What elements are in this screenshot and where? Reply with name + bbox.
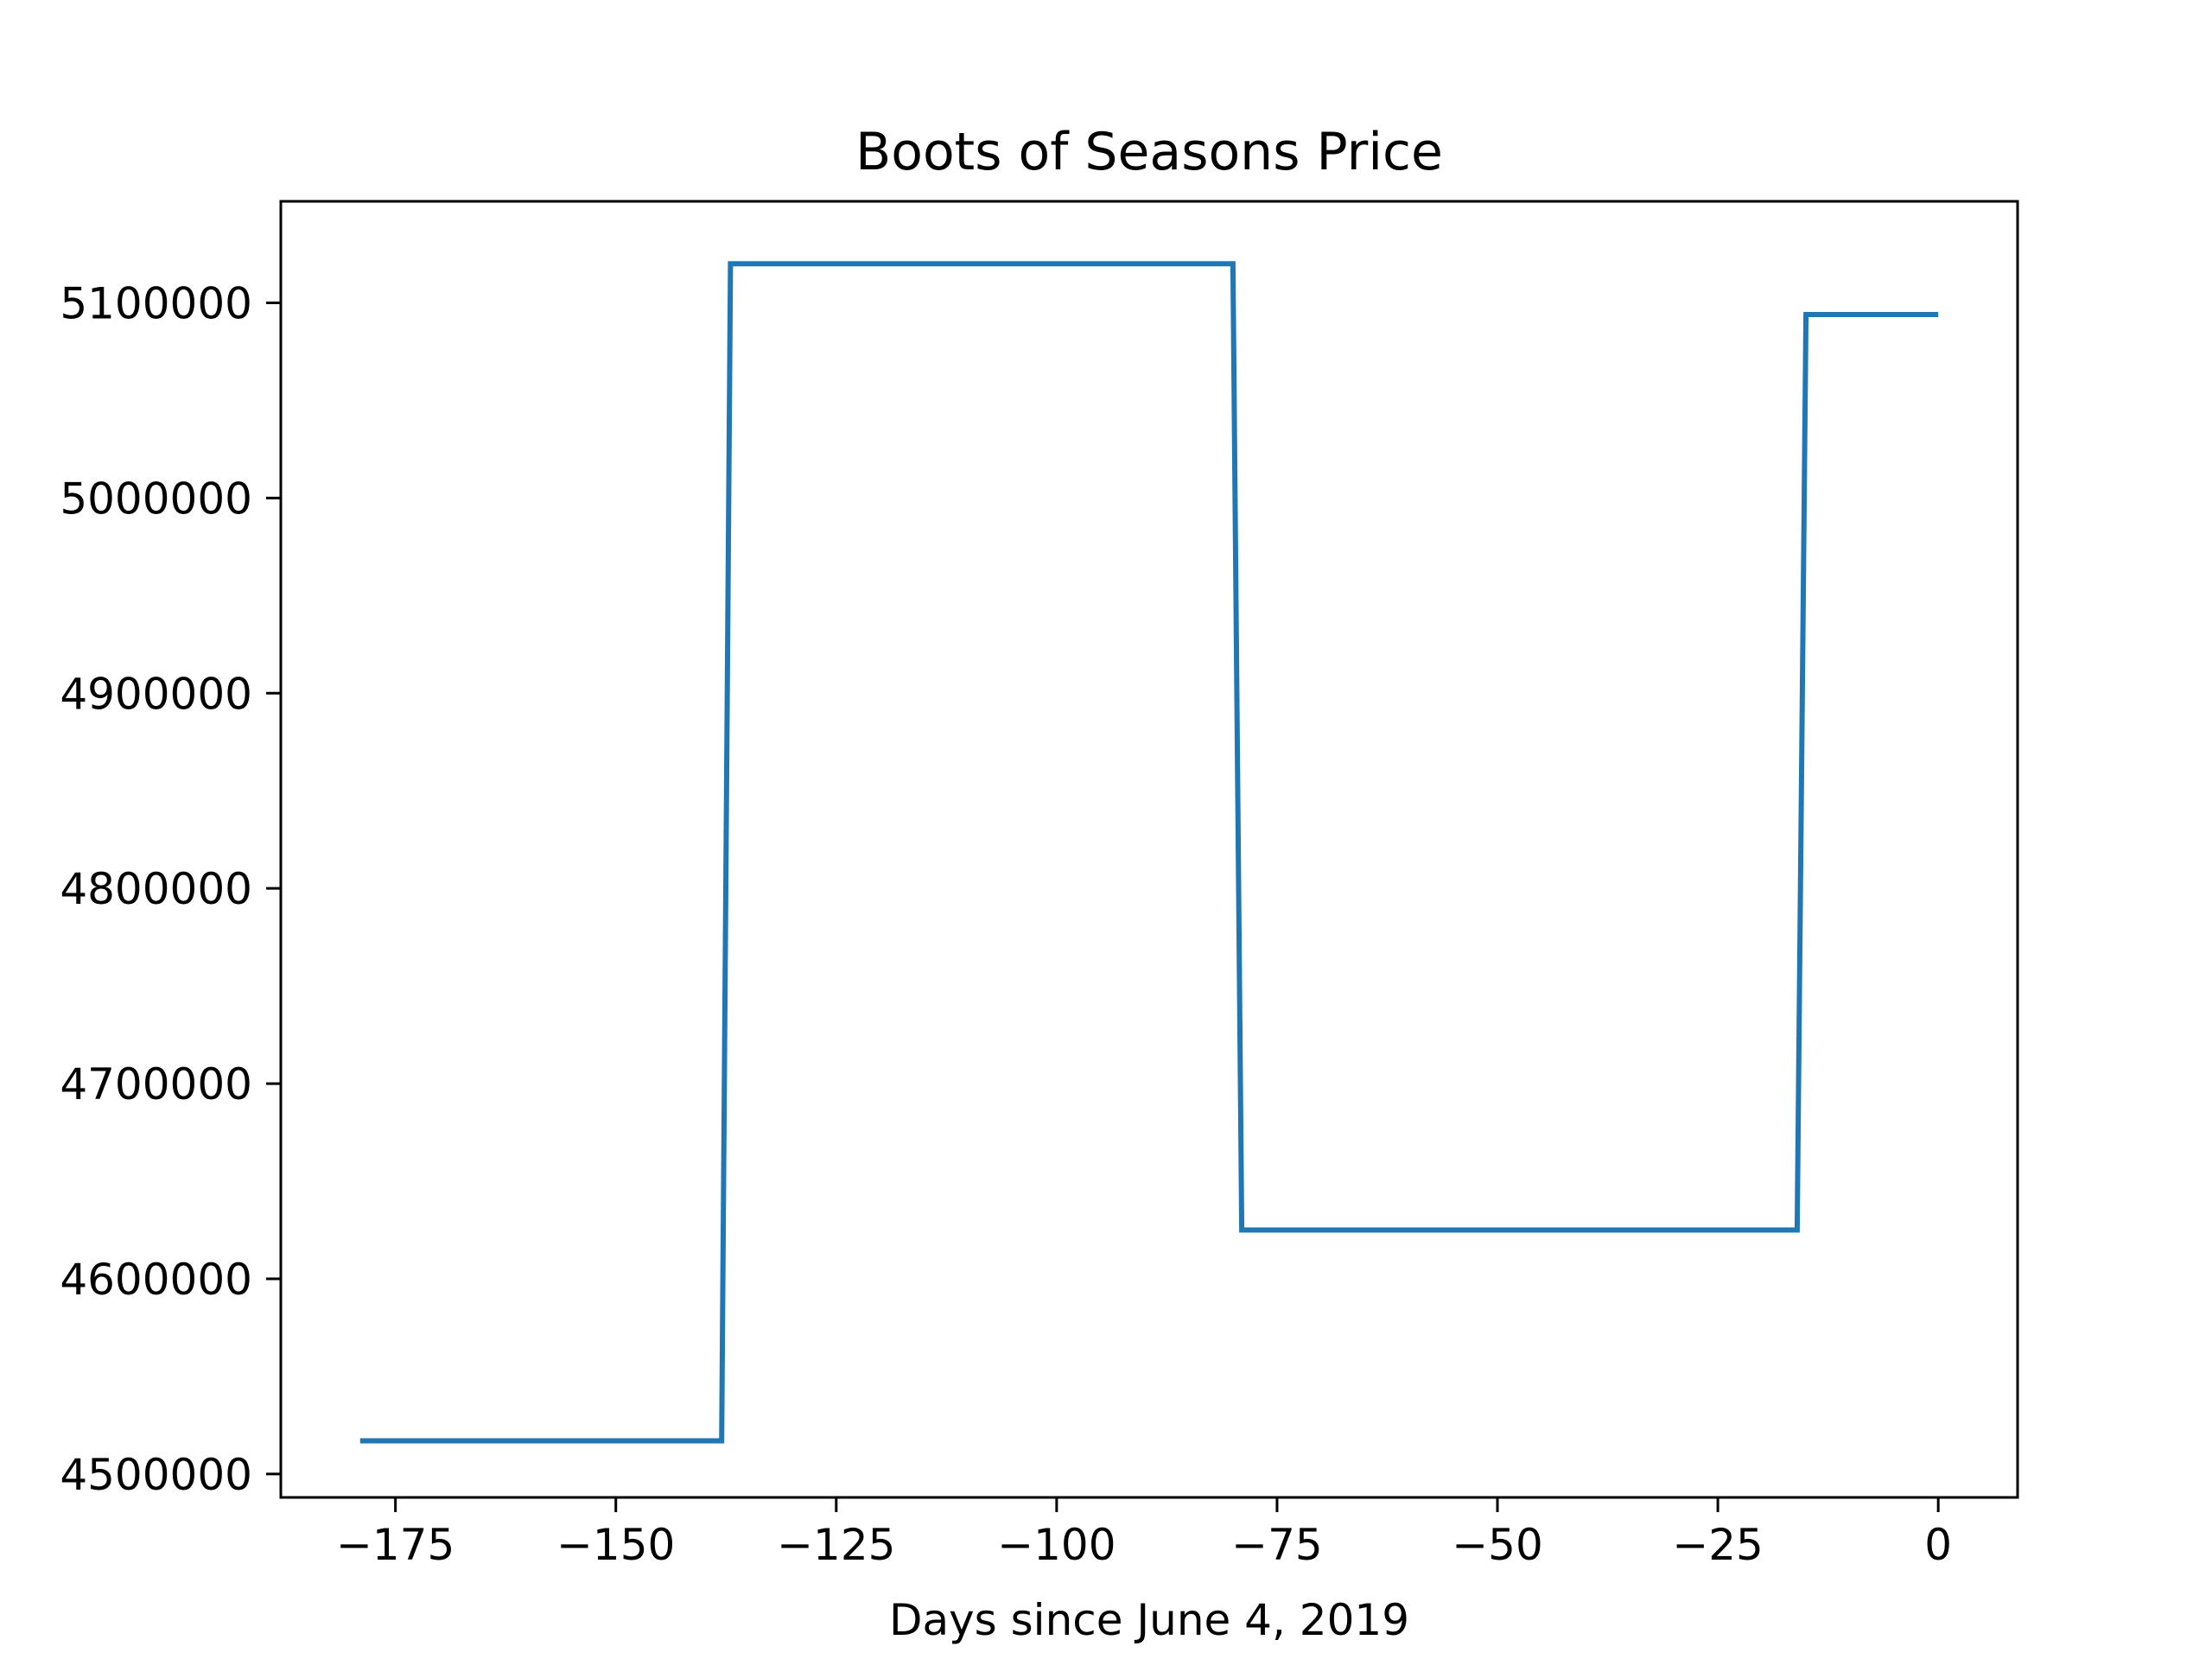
x-tick-label: 0 (1924, 1520, 1952, 1570)
y-tick-label: 4800000 (60, 864, 252, 914)
x-tick-label: −25 (1672, 1520, 1764, 1570)
x-axis: −175 −150 −125 −100 −75 −50 −25 0 (336, 1497, 1952, 1570)
x-tick-label: −175 (336, 1520, 454, 1570)
x-tick-label: −75 (1231, 1520, 1323, 1570)
y-tick-label: 5000000 (60, 474, 252, 524)
x-tick-label: −150 (556, 1520, 675, 1570)
y-tick-label: 4700000 (60, 1059, 252, 1109)
x-tick-label: −125 (777, 1520, 895, 1570)
y-tick-label: 4600000 (60, 1255, 252, 1305)
y-axis: 4500000 4600000 4700000 4800000 4900000 50000… (60, 278, 281, 1500)
plot-area-frame (279, 200, 2019, 1499)
chart-title: Boots of Seasons Price (855, 122, 1443, 182)
series-layer (359, 261, 1939, 1444)
series-line-1 (359, 261, 1939, 1444)
x-axis-label: Days since June 4, 2019 (889, 1595, 1409, 1645)
x-tick-label: −100 (997, 1520, 1116, 1570)
x-tick-label: −50 (1452, 1520, 1543, 1570)
y-tick-label: 4500000 (60, 1450, 252, 1500)
y-tick-label: 5100000 (60, 278, 252, 328)
y-tick-label: 4900000 (60, 669, 252, 719)
